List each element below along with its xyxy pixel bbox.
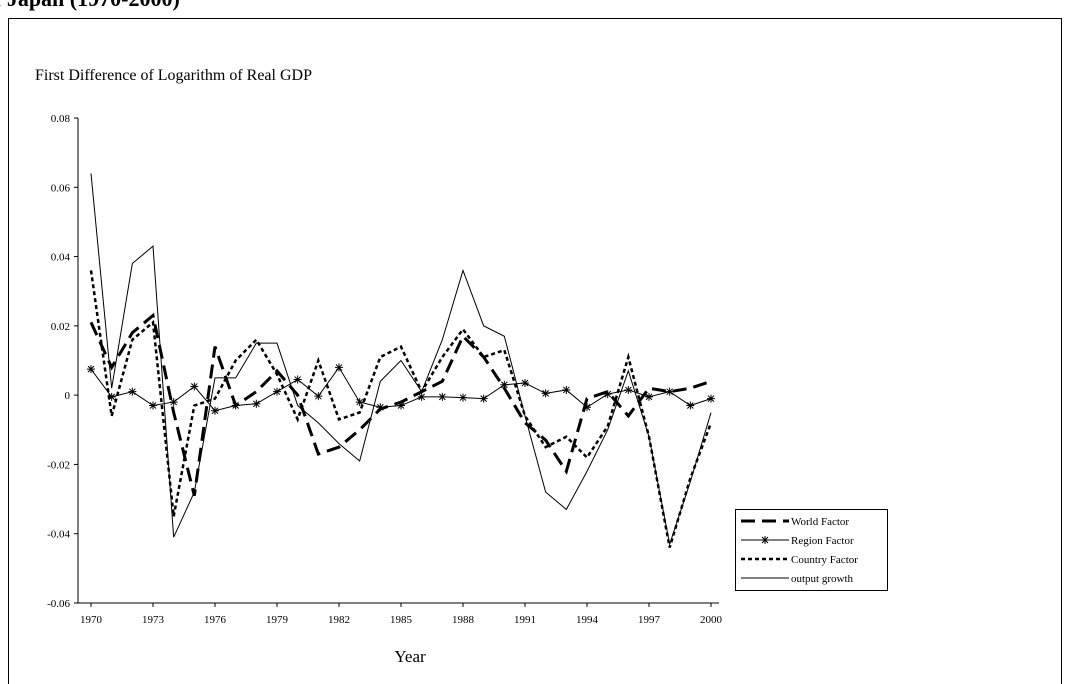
y-tick-label: -0.06 xyxy=(47,598,70,610)
legend-label: Region Factor xyxy=(791,535,854,547)
series-marker xyxy=(211,406,219,415)
series-marker xyxy=(149,401,157,410)
series-line xyxy=(90,173,712,547)
series-marker xyxy=(273,387,281,396)
series-marker xyxy=(231,401,240,410)
series-marker xyxy=(314,392,323,401)
x-tick-label: 1991 xyxy=(514,614,536,626)
x-tick-label: 1982 xyxy=(328,614,350,626)
series-marker xyxy=(665,387,674,396)
x-tick-label: 1979 xyxy=(266,614,289,626)
legend-label: World Factor xyxy=(791,516,849,528)
series-marker xyxy=(541,389,550,398)
chart-title: f Japan (1970-2000) xyxy=(0,0,180,11)
x-tick-label: 2000 xyxy=(700,614,723,626)
series-marker xyxy=(479,394,488,403)
series-marker xyxy=(169,398,178,407)
series-marker xyxy=(645,392,653,401)
legend-label: Country Factor xyxy=(791,554,858,566)
y-tick-label: 0 xyxy=(65,390,71,402)
legend-label: output growth xyxy=(791,573,854,585)
chart-subtitle: First Difference of Logarithm of Real GD… xyxy=(35,67,312,84)
x-tick-label: 1997 xyxy=(638,614,661,626)
series-marker xyxy=(128,387,137,396)
series-marker xyxy=(562,385,571,394)
x-tick-label: 1994 xyxy=(576,614,599,626)
series-marker xyxy=(707,394,715,403)
y-tick-label: -0.02 xyxy=(47,459,70,471)
series-marker xyxy=(603,390,612,399)
x-tick-label: 1985 xyxy=(390,614,413,626)
series-marker xyxy=(459,393,467,402)
x-tick-label: 1970 xyxy=(80,614,103,626)
series-marker xyxy=(355,398,364,407)
series-marker xyxy=(500,380,509,389)
series-line xyxy=(89,270,713,548)
y-tick-label: 0.08 xyxy=(51,113,71,125)
y-tick-label: -0.04 xyxy=(47,529,70,541)
series-marker xyxy=(252,399,261,408)
series-marker xyxy=(107,392,116,401)
series-marker xyxy=(335,363,343,372)
y-tick-label: 0.04 xyxy=(51,252,71,264)
series-marker xyxy=(293,375,302,384)
series-marker xyxy=(624,385,633,394)
series-marker xyxy=(438,392,447,401)
series-marker xyxy=(686,401,695,410)
y-tick-label: 0.06 xyxy=(51,182,71,194)
series-marker xyxy=(397,401,405,410)
legend-marker xyxy=(761,536,769,544)
series-marker xyxy=(376,403,385,412)
legend-box xyxy=(735,509,888,591)
x-tick-label: 1973 xyxy=(142,614,165,626)
y-tick-label: 0.02 xyxy=(51,321,70,333)
series-marker xyxy=(190,382,199,391)
series-marker xyxy=(521,379,529,388)
x-axis-title: Year xyxy=(394,647,426,666)
series-marker xyxy=(417,392,426,401)
series-marker xyxy=(87,365,95,374)
chart-frame xyxy=(8,18,1062,684)
x-tick-label: 1976 xyxy=(204,614,227,626)
series-marker xyxy=(583,403,591,412)
x-tick-label: 1988 xyxy=(452,614,475,626)
